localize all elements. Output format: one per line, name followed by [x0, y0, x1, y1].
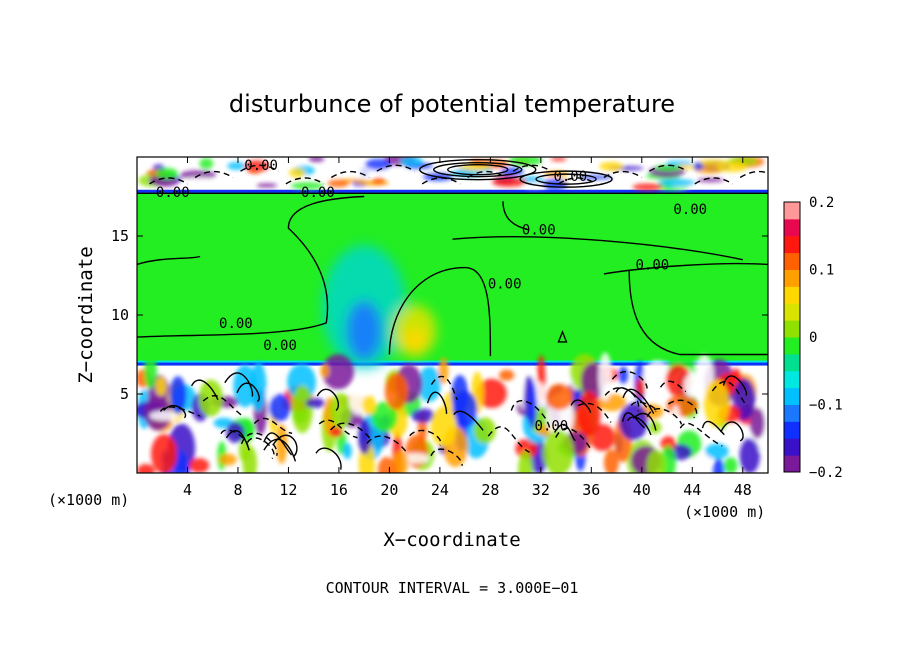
colorbar: 0.2 0.1 0 −0.1 −0.2	[783, 195, 843, 481]
colorbar-swatch	[784, 404, 800, 422]
colorbar-swatch	[784, 269, 800, 287]
colorbar-tick-label: −0.1	[809, 398, 843, 414]
x-tick-label: 16	[330, 481, 348, 499]
colorbar-frame	[783, 201, 801, 473]
contour-label: 0.00	[156, 185, 190, 201]
colorbar-swatch	[784, 455, 800, 473]
x-unit-left: (×1000 m)	[48, 491, 129, 509]
contour-label: 0.00	[535, 419, 569, 435]
x-tick-label: 24	[431, 481, 449, 499]
x-tick-label: 36	[582, 481, 600, 499]
contour-label: 0.00	[263, 338, 297, 354]
x-tick-label: 40	[633, 481, 651, 499]
colorbar-swatch	[784, 303, 800, 321]
x-tick-label: 32	[532, 481, 550, 499]
colorbar-swatch	[784, 235, 800, 254]
contour-label: 0.00	[553, 169, 587, 185]
x-tick-label: 44	[683, 481, 701, 499]
contour-label: 0.00	[635, 257, 669, 273]
colorbar-swatch	[784, 438, 800, 456]
y-axis-label: Z−coordinate	[75, 246, 97, 383]
y-axis: 5 10 15	[111, 227, 768, 403]
colorbar-swatch	[784, 387, 800, 405]
colorbar-tick-label: −0.2	[809, 465, 843, 481]
contour-lines	[137, 158, 768, 470]
x-axis: 4 8 12 16 20 24 28 32 36 40 44 48	[183, 157, 752, 499]
y-tick-label: 5	[120, 385, 129, 403]
x-axis-label: X−coordinate	[383, 529, 520, 551]
y-tick-label: 10	[111, 306, 129, 324]
colorbar-swatch	[784, 218, 800, 237]
contour-label: 0.00	[301, 185, 335, 201]
colorbar-tick-label: 0	[809, 330, 817, 346]
plot-area: 0.00 0.00 0.00 0.00 0.00 0.00 0.00 0.00 0.00 0.00…	[137, 157, 768, 473]
colorbar-swatch	[784, 421, 800, 439]
contour-label: 0.00	[673, 202, 707, 218]
x-unit-right: (×1000 m)	[684, 503, 765, 521]
x-tick-label: 12	[279, 481, 297, 499]
x-tick-label: 48	[734, 481, 752, 499]
x-tick-label: 4	[183, 481, 192, 499]
colorbar-swatch	[784, 370, 800, 389]
contour-label: 0.00	[244, 158, 278, 174]
x-tick-label: 20	[380, 481, 398, 499]
colorbar-swatch	[784, 353, 800, 372]
colorbar-tick-label: 0.2	[809, 195, 834, 211]
colorbar-swatch	[784, 286, 800, 304]
colorbar-tick-label: 0.1	[809, 263, 834, 279]
colorbar-swatch	[784, 202, 800, 220]
y-tick-label: 15	[111, 227, 129, 245]
contour-label: 0.00	[522, 223, 556, 239]
x-tick-label: 8	[233, 481, 242, 499]
temperature-field	[137, 157, 768, 473]
colorbar-swatch	[784, 337, 800, 355]
colorbar-swatch	[784, 252, 800, 270]
contour-label: 0.00	[488, 276, 522, 292]
x-tick-label: 28	[481, 481, 499, 499]
contour-label: 0.00	[219, 316, 253, 332]
colorbar-swatch	[784, 320, 800, 338]
contour-interval: CONTOUR INTERVAL = 3.000E−01	[326, 579, 579, 597]
chart-title: disturbunce of potential temperature	[229, 90, 675, 118]
